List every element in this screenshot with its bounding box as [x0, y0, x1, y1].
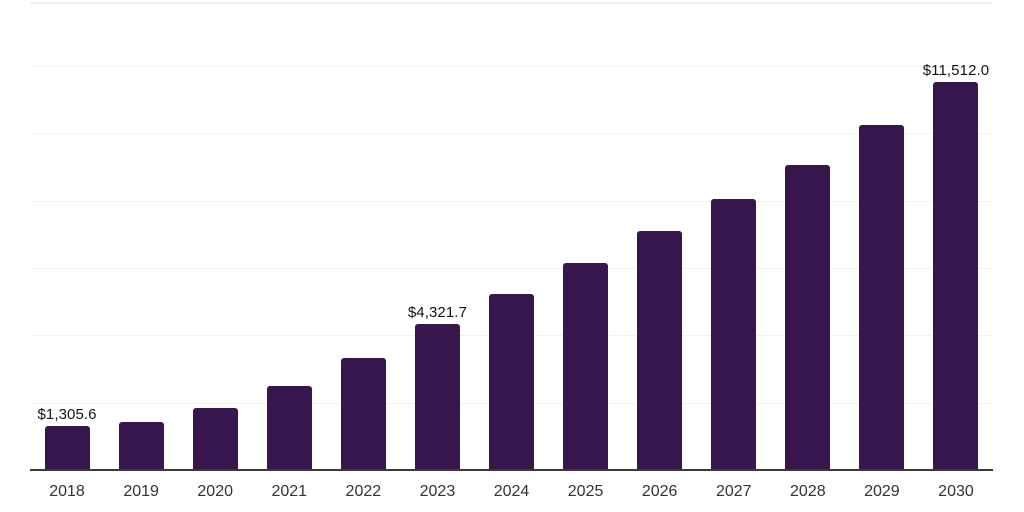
bar-2029 — [859, 125, 905, 470]
bar-2022 — [340, 358, 386, 470]
x-tick-label-2023: 2023 — [419, 483, 456, 500]
bar-2018 — [44, 426, 90, 470]
bar-series: $1,305.6 $4,321.7 $11,512.0 — [30, 0, 993, 470]
x-tick-label-2025: 2025 — [567, 483, 604, 500]
bar-slot — [326, 0, 400, 470]
x-tick-label-2019: 2019 — [123, 483, 159, 500]
bar-2019 — [118, 421, 164, 470]
x-tick-label-2030: 2030 — [938, 483, 974, 500]
bar-slot — [104, 0, 178, 470]
gridline — [30, 267, 993, 269]
bar-2024 — [489, 294, 534, 470]
bar-slot — [845, 0, 919, 470]
x-axis-labels: 2018 2019 2020 2021 2022 2023 2024 2025 2026 2027… — [30, 483, 993, 501]
bar-2027 — [711, 198, 757, 470]
x-tick-label-2026: 2026 — [641, 483, 678, 500]
x-tick-label-2022: 2022 — [345, 483, 382, 500]
bar-slot — [252, 0, 326, 470]
bar-value-label: $11,512.0 — [922, 62, 990, 80]
bar-slot — [474, 0, 548, 470]
bar-value-label: $4,321.7 — [407, 304, 468, 322]
bar-2028 — [785, 164, 831, 470]
bar-slot: $11,512.0 — [919, 0, 993, 470]
x-tick-label-2028: 2028 — [790, 483, 826, 500]
bar-slot — [623, 0, 697, 470]
bar-2025 — [563, 263, 609, 470]
x-tick-label-2018: 2018 — [49, 483, 85, 500]
gridline — [30, 133, 993, 135]
bar-slot — [549, 0, 623, 470]
bar-slot — [178, 0, 252, 470]
bar-2026 — [637, 231, 683, 470]
bar-value-label: $1,305.6 — [37, 406, 97, 423]
bar-2023 — [414, 324, 460, 470]
x-tick-label-2020: 2020 — [197, 483, 233, 500]
bar-slot: $4,321.7 — [400, 0, 474, 470]
bar-2020 — [192, 407, 238, 470]
bar-slot — [771, 0, 845, 470]
x-tick-label-2024: 2024 — [493, 483, 530, 500]
gridline — [30, 200, 993, 202]
x-axis-line — [30, 469, 993, 471]
plot-top-gridline — [30, 2, 993, 4]
gridline — [30, 65, 993, 67]
x-tick-label-2029: 2029 — [864, 483, 900, 500]
bar-slot: $1,305.6 — [30, 0, 104, 470]
x-tick-label-2021: 2021 — [271, 483, 308, 500]
bar-2030 — [933, 82, 979, 470]
bar-2021 — [266, 385, 312, 470]
bar-slot — [697, 0, 771, 470]
x-tick-label-2027: 2027 — [715, 483, 752, 500]
